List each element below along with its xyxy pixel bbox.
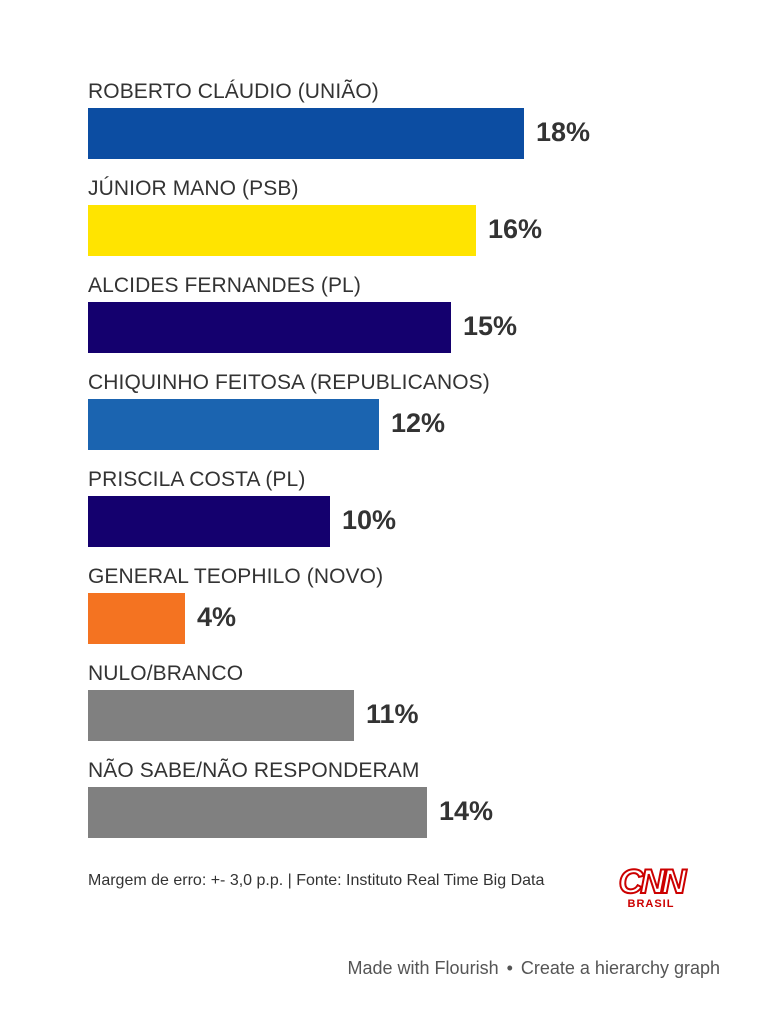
bar[interactable] [88,302,451,353]
bar-chart: ROBERTO CLÁUDIO (UNIÃO) 18% JÚNIOR MANO (P… [88,80,591,838]
logo-mark: CNN [618,863,688,901]
made-with-flourish-link[interactable]: Made with Flourish [347,958,499,978]
value-label: 16% [488,214,543,244]
flourish-credit: Made with Flourish • Create a hierarchy gr… [348,958,720,979]
category-label: ALCIDES FERNANDES (PL) [88,274,361,297]
category-label: NULO/BRANCO [88,662,244,685]
bar[interactable] [88,205,476,256]
category-label: ROBERTO CLÁUDIO (UNIÃO) [88,80,379,103]
value-label: 11% [366,699,419,729]
category-label: PRISCILA COSTA (PL) [88,468,306,491]
category-label: CHIQUINHO FEITOSA (REPUBLICANOS) [88,371,490,394]
cnn-brasil-logo: CNN BRASIL [612,863,692,916]
value-label: 4% [197,602,237,632]
bar[interactable] [88,496,330,547]
category-label: NÃO SABE/NÃO RESPONDERAM [88,759,420,782]
source-note: Margem de erro: +- 3,0 p.p. | Fonte: Ins… [88,872,545,889]
bar[interactable] [88,593,185,644]
credit-separator: • [506,958,513,978]
value-label: 10% [342,505,397,535]
value-label: 12% [391,408,446,438]
value-label: 14% [439,796,494,826]
logo-sub: BRASIL [627,898,675,910]
create-graph-link[interactable]: Create a hierarchy graph [520,958,720,978]
category-label: GENERAL TEOPHILO (NOVO) [88,565,384,588]
bar[interactable] [88,108,524,159]
bar[interactable] [88,787,427,838]
bar[interactable] [88,399,379,450]
bar[interactable] [88,690,354,741]
category-label: JÚNIOR MANO (PSB) [88,177,299,200]
value-label: 18% [536,117,591,147]
value-label: 15% [463,311,518,341]
